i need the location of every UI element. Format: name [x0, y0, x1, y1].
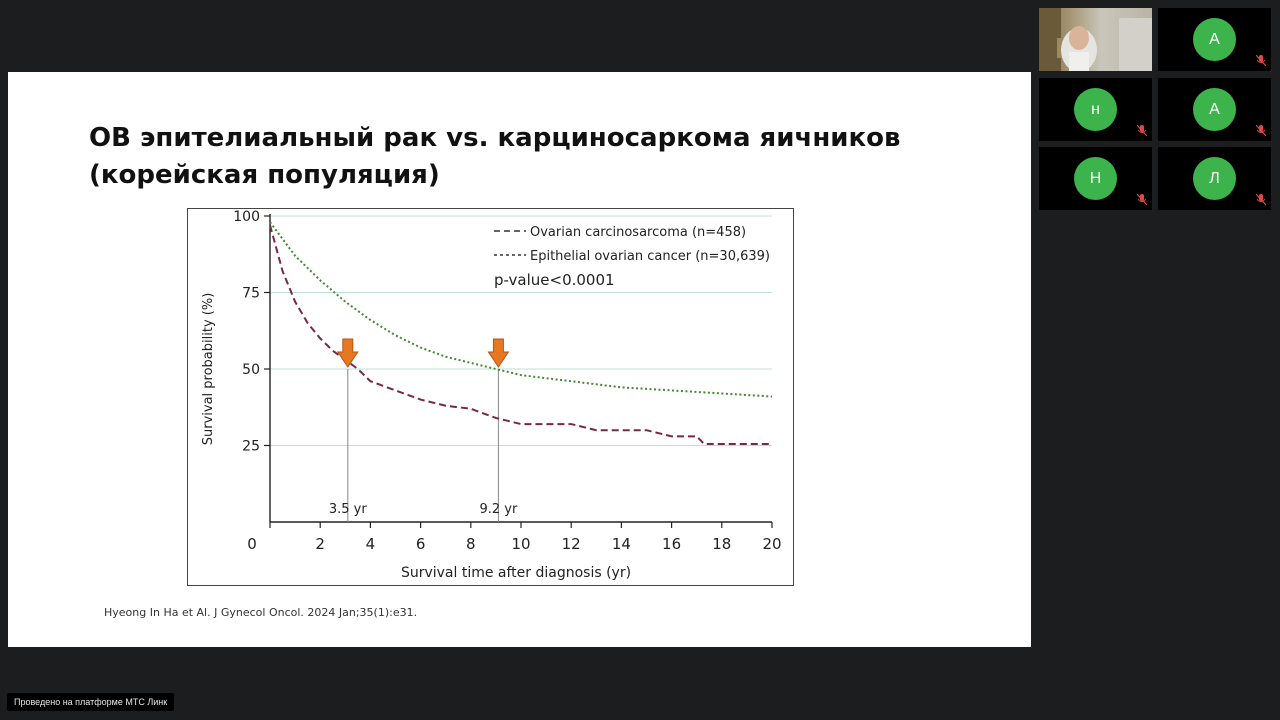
- participant-initial: А: [1209, 101, 1220, 118]
- legend-entry: Epithelial ovarian cancer (n=30,639): [530, 249, 770, 264]
- participant-avatar: н: [1074, 88, 1117, 131]
- carcinosarcoma-curve: [269, 224, 772, 445]
- median-label: 3.5 yr: [329, 502, 368, 517]
- median-arrow-icon: [487, 338, 510, 368]
- mic-off-icon: [1256, 125, 1266, 136]
- y-tick-label: 25: [242, 439, 260, 455]
- survival-chart: 25 50 75 100 0 2 4 6 8 10 12 14 16 18 20 Survival time …: [187, 208, 794, 586]
- participant-tiles: А н А Н Л: [1039, 8, 1275, 212]
- participant-tile-2[interactable]: н: [1039, 78, 1152, 141]
- participant-initial: н: [1091, 101, 1100, 118]
- presentation-slide: ОВ эпителиальный рак vs. карциносаркома …: [8, 72, 1031, 647]
- platform-badge: Проведено на платформе МТС Линк: [7, 693, 175, 711]
- participant-video: [1039, 8, 1152, 71]
- survival-chart-svg: 25 50 75 100 0 2 4 6 8 10 12 14 16 18 20 Survival time …: [201, 209, 782, 581]
- y-tick-label: 75: [242, 286, 260, 302]
- legend-entry: Ovarian carcinosarcoma (n=458): [530, 225, 746, 240]
- p-value-label: p-value<0.0001: [494, 271, 615, 289]
- participant-avatar: Л: [1193, 157, 1236, 200]
- median-label: 9.2 yr: [479, 502, 518, 517]
- mic-off-icon: [1256, 194, 1266, 205]
- x-tick-label: 4: [366, 535, 376, 553]
- participant-tile-video[interactable]: [1039, 8, 1152, 71]
- x-tick-label: 12: [562, 535, 581, 553]
- x-tick-label: 2: [315, 535, 325, 553]
- y-tick-label: 50: [242, 362, 260, 378]
- participant-tile-3[interactable]: А: [1158, 78, 1271, 141]
- median-arrow-icon: [336, 338, 359, 368]
- participant-avatar: А: [1193, 88, 1236, 131]
- x-tick-label: 18: [712, 535, 731, 553]
- x-tick-label: 10: [511, 535, 530, 553]
- participant-initial: А: [1209, 31, 1220, 48]
- x-tick-label: 14: [612, 535, 631, 553]
- x-tick-label: 8: [466, 535, 476, 553]
- mic-off-icon: [1256, 55, 1266, 66]
- slide-title-line2: (корейская популяция): [89, 160, 440, 190]
- slide-title-line1: ОВ эпителиальный рак vs. карциносаркома …: [89, 123, 901, 153]
- epithelial-curve: [269, 221, 773, 398]
- y-tick-label: 100: [233, 209, 260, 225]
- participant-avatar: Н: [1074, 157, 1117, 200]
- participant-tile-5[interactable]: Л: [1158, 147, 1271, 210]
- participant-initial: Л: [1209, 170, 1220, 187]
- x-axis-label: Survival time after diagnosis (yr): [401, 565, 631, 581]
- mic-off-icon: [1137, 125, 1147, 136]
- participant-tile-4[interactable]: Н: [1039, 147, 1152, 210]
- participant-tile-1[interactable]: А: [1158, 8, 1271, 71]
- participant-avatar: А: [1193, 18, 1236, 61]
- x-tick-label: 16: [662, 535, 681, 553]
- slide-title: ОВ эпителиальный рак vs. карциносаркома …: [89, 120, 989, 194]
- participant-initial: Н: [1089, 170, 1102, 187]
- x-tick-label: 6: [416, 535, 426, 553]
- mic-off-icon: [1137, 194, 1147, 205]
- x-tick-label: 0: [247, 535, 257, 553]
- participant-video-image: [1039, 8, 1152, 71]
- x-tick-label: 20: [762, 535, 781, 553]
- citation: Hyeong In Ha et Al. J Gynecol Oncol. 202…: [104, 606, 418, 619]
- y-axis-label: Survival probability (%): [201, 293, 216, 446]
